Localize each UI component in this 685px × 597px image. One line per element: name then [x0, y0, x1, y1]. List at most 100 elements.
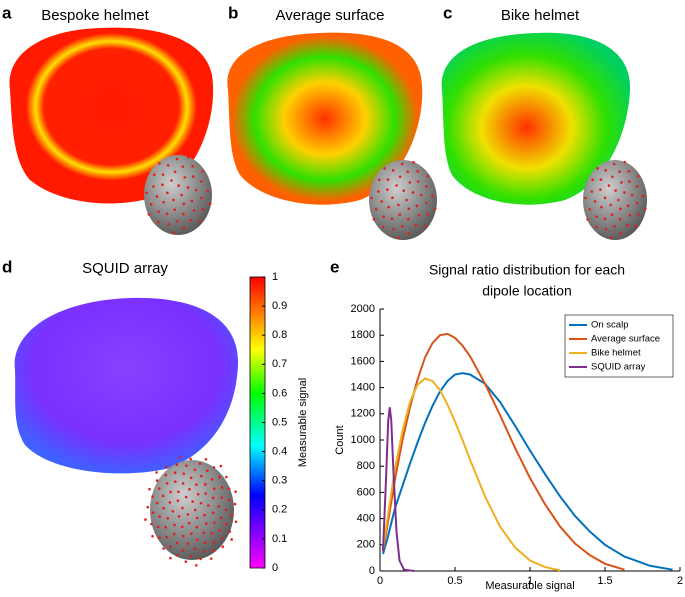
sensor-dot [611, 175, 614, 179]
sensor-dot [234, 490, 237, 493]
panel-title: Bike helmet [501, 7, 580, 24]
sensor-dot [412, 160, 415, 164]
sensor-dot [166, 517, 170, 520]
sensor-dot [209, 557, 213, 560]
sensor-dot [170, 179, 173, 182]
line-series [382, 407, 415, 572]
sensor-dot [175, 541, 179, 545]
sensor-dot [186, 513, 190, 516]
sensor-dot [212, 487, 216, 491]
sensor-dot [604, 169, 608, 172]
sensor-dot [431, 194, 434, 198]
sensor-dot [618, 217, 622, 221]
sensor-dot [595, 225, 598, 229]
sensor-dot [591, 178, 594, 182]
sensor-dot [233, 502, 237, 506]
sensor-dot [181, 549, 185, 552]
tick-label: 0.2 [272, 504, 287, 516]
sensor-dot [180, 525, 184, 529]
head-image [583, 160, 647, 240]
sensor-dot [210, 478, 214, 481]
sensor-dot [172, 198, 175, 202]
sensor-dot [607, 184, 611, 187]
sensor-dot [609, 203, 612, 207]
sensor-dot [158, 536, 161, 540]
sensor-dot [211, 496, 215, 500]
sensor-dot [407, 232, 411, 235]
sensor-dot [152, 185, 155, 188]
sensor-dot [395, 184, 398, 187]
sensor-dot [207, 504, 210, 507]
y-tick-label: 1000 [351, 434, 375, 446]
panel-label: b [228, 3, 238, 22]
sensor-dot [195, 516, 199, 520]
sensor-dot [219, 464, 223, 468]
sensor-dot [200, 474, 203, 478]
sensor-dot [626, 204, 630, 208]
chart-title: Signal ratio distribution for each [429, 262, 625, 278]
sensor-dot [174, 480, 177, 483]
sensor-dot [205, 522, 208, 526]
sensor-dot [155, 471, 158, 474]
sensor-dot [165, 212, 169, 216]
sensor-dot [177, 515, 181, 518]
y-tick-label: 2000 [351, 303, 375, 315]
sensor-dot [227, 487, 231, 490]
sensor-dot [200, 196, 203, 200]
sensor-dot [189, 476, 193, 480]
sensor-dot [157, 210, 160, 213]
sensor-dot [181, 482, 185, 485]
sensor-dot [156, 525, 160, 529]
sensor-dot [644, 207, 647, 211]
panel-label: a [2, 3, 12, 22]
chart-title: dipole location [482, 283, 572, 299]
sensor-dot [370, 196, 373, 200]
sensor-dot [228, 530, 232, 533]
sensor-dot [186, 542, 190, 545]
sensor-dot [201, 169, 204, 173]
sensor-dot [630, 193, 634, 197]
sensor-dot [181, 165, 185, 168]
sensor-dot [627, 170, 631, 173]
sensor-dot [619, 232, 622, 235]
sensor-dot [381, 225, 385, 229]
legend-label: On scalp [591, 320, 629, 331]
sensor-dot [200, 180, 203, 183]
sensor-dot [173, 170, 177, 174]
y-tick-label: 1600 [351, 355, 375, 367]
sensor-dot [407, 207, 411, 211]
sensor-dot [168, 501, 172, 504]
sensor-dot [636, 212, 640, 216]
sensor-dot [171, 509, 175, 513]
sensor-dot [625, 223, 629, 227]
sensor-dot [189, 457, 192, 461]
sensor-dot [613, 225, 616, 228]
sensor-dot [175, 157, 179, 161]
tick-label: 0 [272, 562, 278, 574]
sensor-dot [419, 193, 423, 197]
sensor-dot [220, 486, 224, 489]
sensor-dot [175, 553, 179, 557]
sensor-dot [158, 515, 161, 518]
sensor-dot [176, 220, 179, 223]
sensor-dot [392, 227, 395, 231]
tick-label: 0.4 [272, 446, 287, 458]
sensor-dot [188, 487, 191, 491]
y-tick-label: 200 [357, 539, 375, 551]
sensor-dot [382, 215, 385, 218]
head-image [144, 155, 212, 235]
line-series [382, 372, 673, 571]
sensor-dot [603, 217, 607, 221]
sensor-dot [165, 535, 169, 539]
sensor-dot [184, 560, 188, 563]
sensor-dot [641, 194, 645, 198]
sensor-dot [204, 457, 208, 461]
sensor-dot [386, 178, 390, 181]
panel-label: c [443, 3, 452, 22]
sensor-dot [590, 190, 594, 193]
sensor-dot [198, 219, 201, 223]
sensor-dot [195, 525, 199, 529]
sensor-dot [176, 499, 180, 503]
sensor-dot [173, 208, 177, 212]
tick-label: 0.1 [272, 533, 287, 545]
